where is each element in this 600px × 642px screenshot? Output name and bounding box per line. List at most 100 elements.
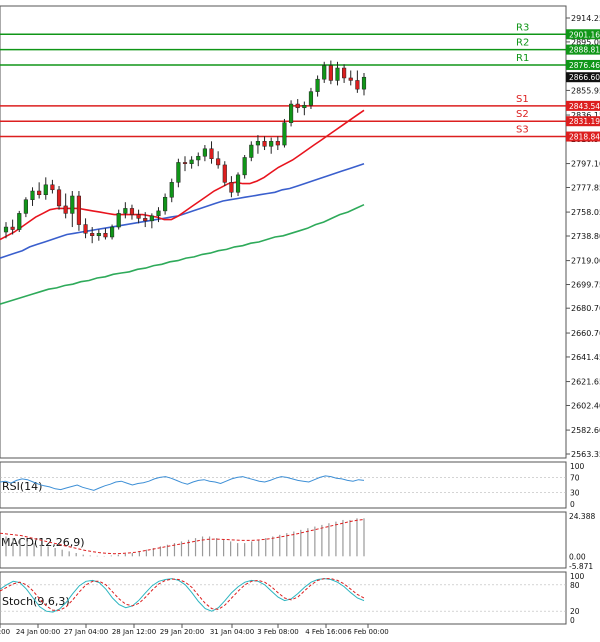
time-axis: 20:00 24 Jan 00:00 27 Jan 04:00 28 Jan 12:0… xyxy=(0,624,389,636)
candle xyxy=(43,177,48,200)
candle xyxy=(30,187,35,206)
candle-body-bear xyxy=(37,190,42,195)
candle-body-bull xyxy=(96,233,101,237)
macd-panel: MACD(12,26,9) 24.388 0.00-5.871 xyxy=(0,512,595,571)
candle xyxy=(163,193,168,215)
level-tag-text-s1: 2843.54 xyxy=(569,102,600,111)
price-tags: 2901.16 2888.81 2876.46 2843.54 2831.19 2818.… xyxy=(566,29,600,142)
level-label-r2: R2 xyxy=(516,38,529,49)
candle xyxy=(302,101,307,116)
macd-signal-line xyxy=(0,519,365,555)
stoch-tick-label: 0 xyxy=(570,616,575,625)
candle-body-bear xyxy=(83,224,88,234)
current-price-text: 2866.60 xyxy=(569,73,600,82)
time-tick-label: 29 Jan 20:00 xyxy=(160,628,204,636)
candle xyxy=(295,99,300,113)
candle xyxy=(10,219,15,235)
candle-body-bear xyxy=(63,205,68,214)
candle-body-bull xyxy=(202,148,207,157)
time-tick-label: 31 Jan 04:00 xyxy=(210,628,254,636)
level-tag-text-s3: 2818.84 xyxy=(569,133,600,142)
candle xyxy=(176,158,181,188)
candle xyxy=(156,207,161,223)
candle xyxy=(90,227,95,244)
candle-body-bear xyxy=(143,218,148,222)
candle-body-bear xyxy=(136,214,141,219)
candle xyxy=(242,154,247,179)
stoch-tick-label: 80 xyxy=(570,581,580,590)
price-tick-label: 2719.00 xyxy=(571,257,600,266)
stoch-main-line xyxy=(0,578,365,613)
candle-body-bull xyxy=(308,91,314,106)
candle-body-bull xyxy=(196,155,201,161)
candle-body-bull xyxy=(123,208,128,214)
rsi-panel: RSI(14) 100 70 30 0 xyxy=(0,462,585,509)
macd-label: MACD(12,26,9) xyxy=(1,536,85,549)
candle xyxy=(202,145,207,162)
level-label-s1: S1 xyxy=(516,94,529,105)
level-label-s2: S2 xyxy=(516,109,529,120)
stoch-tick-label: 20 xyxy=(570,607,580,616)
candle xyxy=(328,60,333,85)
candle-body-bull xyxy=(116,213,121,228)
candle-body-bear xyxy=(275,141,280,146)
time-tick-label: 6 Feb 00:00 xyxy=(347,628,388,636)
rsi-panel-frame xyxy=(0,461,567,509)
candle xyxy=(83,218,88,239)
level-label-r1: R1 xyxy=(516,53,529,64)
candle xyxy=(335,61,340,86)
candle-body-bull xyxy=(163,196,168,212)
candle xyxy=(116,209,121,230)
candle xyxy=(308,87,314,110)
price-tick-label: 2738.80 xyxy=(571,232,600,241)
candle-body-bear xyxy=(262,141,267,147)
candle xyxy=(143,212,148,228)
price-tick-label: 2680.70 xyxy=(571,304,600,313)
candle xyxy=(255,135,260,154)
candle-body-bull xyxy=(269,141,274,147)
candle-body-bull xyxy=(30,190,35,200)
candle-body-bull xyxy=(335,67,340,81)
price-tick-label: 2914.25 xyxy=(571,14,600,23)
candle-body-bull xyxy=(235,174,241,193)
candle xyxy=(342,64,347,83)
rsi-label: RSI(14) xyxy=(2,480,42,493)
candle-body-bear xyxy=(90,233,95,237)
candle xyxy=(235,172,241,196)
candle xyxy=(275,136,280,151)
level-tag-text-s2: 2831.19 xyxy=(569,117,600,126)
rsi-tick-label: 0 xyxy=(570,500,575,509)
rsi-line xyxy=(0,475,365,491)
price-tick-label: 2563.35 xyxy=(571,450,600,459)
candle xyxy=(322,61,327,83)
candle xyxy=(229,176,234,198)
candle xyxy=(182,156,188,172)
candle xyxy=(129,204,135,220)
candle xyxy=(149,213,154,229)
candle-body-bear xyxy=(342,67,347,79)
candle-body-bull xyxy=(289,103,294,123)
candlesticks xyxy=(3,60,367,244)
candle-body-bear xyxy=(76,195,81,225)
level-tag-text-r2: 2888.81 xyxy=(569,46,600,55)
price-tick-label: 2855.95 xyxy=(571,86,600,95)
candle-body-bull xyxy=(322,65,327,80)
rsi-tick-label: 70 xyxy=(570,473,580,482)
time-tick-label: 28 Jan 12:00 xyxy=(112,628,156,636)
macd-panel-frame xyxy=(0,511,567,569)
ma-blue-line xyxy=(0,162,365,259)
rsi-tick-label: 30 xyxy=(570,489,580,498)
time-tick-label: 27 Jan 04:00 xyxy=(64,628,108,636)
candle xyxy=(262,136,267,151)
candle-body-bear xyxy=(355,80,360,90)
candle xyxy=(189,156,194,169)
rsi-tick-label: 100 xyxy=(570,462,585,471)
candle-body-bear xyxy=(103,233,108,238)
stoch-panel-frame xyxy=(0,571,567,625)
candle xyxy=(269,137,274,154)
ma-red-line xyxy=(0,109,365,241)
candle xyxy=(96,229,101,241)
candle xyxy=(315,75,320,97)
moving-averages xyxy=(0,109,365,305)
